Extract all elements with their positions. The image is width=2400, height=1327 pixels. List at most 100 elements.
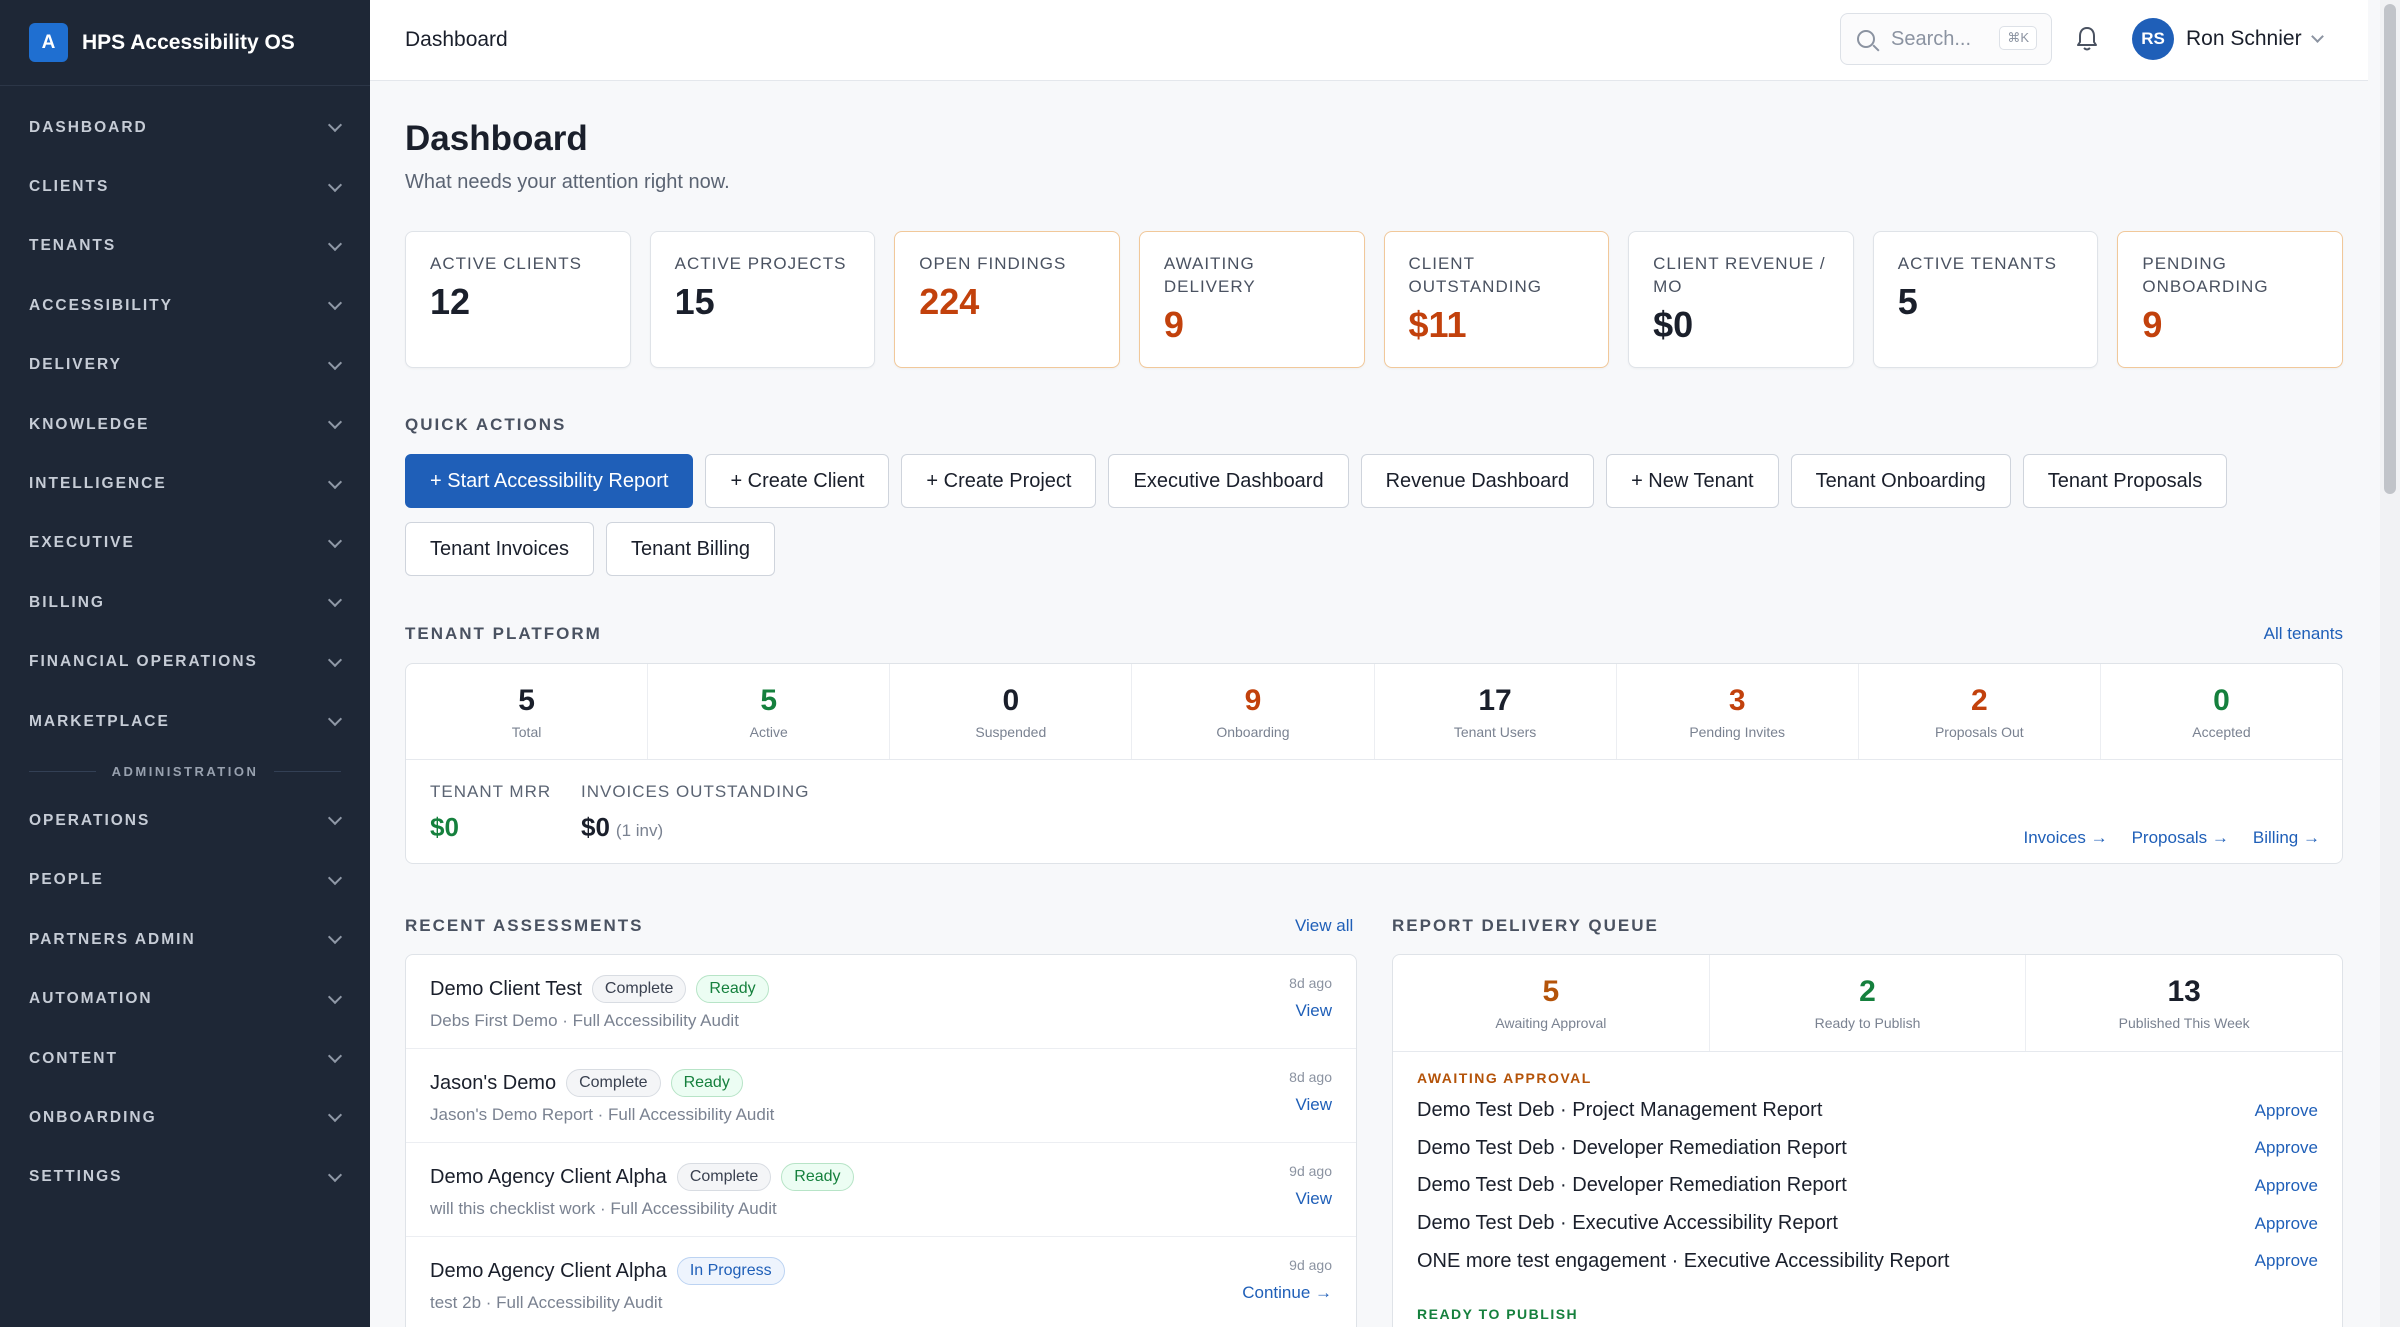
tenant-stat-proposals-out[interactable]: 2 Proposals Out [1859, 664, 2101, 759]
delivery-stats: 5 Awaiting Approval 2 Ready to Publish 13 P… [1393, 955, 2342, 1052]
sidebar-item-label: INTELLIGENCE [29, 475, 167, 493]
assessment-name: Demo Agency Client Alpha [430, 1165, 667, 1188]
stat-card-active-projects[interactable]: ACTIVE PROJECTS 15 [649, 231, 876, 368]
invoices-link[interactable]: Invoices → [2023, 828, 2108, 847]
tenant-stat-users[interactable]: 17 Tenant Users [1375, 664, 1617, 759]
scrollbar-thumb[interactable] [2384, 4, 2396, 494]
sidebar-item-financial-operations[interactable]: FINANCIAL OPERATIONS [0, 633, 370, 692]
sidebar-item-label: ONBOARDING [29, 1108, 157, 1126]
create-project-button[interactable]: + Create Project [901, 454, 1097, 508]
sidebar-item-people[interactable]: PEOPLE [0, 851, 370, 910]
sidebar-item-knowledge[interactable]: KNOWLEDGE [0, 395, 370, 454]
create-client-button[interactable]: + Create Client [705, 454, 890, 508]
chevron-down-icon[interactable] [2311, 30, 2324, 43]
tenant-invoices-button[interactable]: Tenant Invoices [405, 522, 594, 576]
chevron-down-icon [327, 1108, 343, 1123]
list-item[interactable]: Jason's Demo Complete Ready Jason's Demo R… [406, 1049, 1356, 1143]
tenant-stat-onboarding[interactable]: 9 Onboarding [1132, 664, 1375, 759]
sidebar-item-label: DELIVERY [29, 356, 122, 374]
proposals-link[interactable]: Proposals → [2131, 828, 2229, 847]
stat-card-active-clients[interactable]: ACTIVE CLIENTS 12 [405, 231, 631, 368]
search-input[interactable]: Search... ⌘K [1840, 13, 2052, 65]
stat-card-client-outstanding[interactable]: CLIENT OUTSTANDING $11 [1383, 231, 1610, 368]
approve-link[interactable]: Approve [2254, 1251, 2318, 1271]
list-item: Demo Test Deb · Developer Remediation Re… [1417, 1167, 2318, 1205]
delivery-stat-published[interactable]: 13 Published This Week [2026, 955, 2342, 1051]
tenant-billing-button[interactable]: Tenant Billing [605, 522, 775, 576]
sidebar-item-marketplace[interactable]: MARKETPLACE [0, 692, 370, 751]
sidebar-item-billing[interactable]: BILLING [0, 573, 370, 632]
bell-icon[interactable] [2076, 26, 2098, 52]
tenant-stat-pending-invites[interactable]: 3 Pending Invites [1617, 664, 1859, 759]
list-item[interactable]: Demo Client Test Complete Ready Debs First… [406, 955, 1356, 1049]
view-link[interactable]: View [1295, 1095, 1332, 1114]
stat-card-client-revenue[interactable]: CLIENT REVENUE / MO $0 [1628, 231, 1854, 368]
start-accessibility-report-button[interactable]: + Start Accessibility Report [405, 454, 694, 508]
sidebar-item-onboarding[interactable]: ONBOARDING [0, 1088, 370, 1147]
sidebar-item-partners-admin[interactable]: PARTNERS ADMIN [0, 910, 370, 969]
sidebar-item-automation[interactable]: AUTOMATION [0, 969, 370, 1028]
list-item[interactable]: Demo Agency Client Alpha In Progress test… [406, 1237, 1356, 1327]
stat-card-open-findings[interactable]: OPEN FINDINGS 224 [894, 231, 1120, 368]
revenue-dashboard-button[interactable]: Revenue Dashboard [1360, 454, 1595, 508]
brand-name: HPS Accessibility OS [82, 30, 295, 54]
stat-value: 15 [674, 281, 715, 322]
brand[interactable]: A HPS Accessibility OS [0, 0, 370, 86]
sidebar-item-delivery[interactable]: DELIVERY [0, 336, 370, 395]
new-tenant-button[interactable]: + New Tenant [1606, 454, 1779, 508]
continue-link[interactable]: Continue → [1242, 1283, 1332, 1302]
sidebar-item-settings[interactable]: SETTINGS [0, 1148, 370, 1207]
sidebar-item-tenants[interactable]: TENANTS [0, 217, 370, 276]
billing-link[interactable]: Billing → [2252, 828, 2320, 847]
tenant-platform-heading: TENANT PLATFORM [405, 624, 602, 643]
invoices-outstanding-value-row: $0 (1 inv) [581, 812, 809, 843]
sidebar-item-intelligence[interactable]: INTELLIGENCE [0, 454, 370, 513]
sidebar-item-operations[interactable]: OPERATIONS [0, 791, 370, 850]
recent-assessments-heading: RECENT ASSESSMENTS [405, 916, 644, 935]
recent-assessments-card: Demo Client Test Complete Ready Debs First… [405, 954, 1357, 1327]
tenant-platform-card: 5 Total 5 Active 0 Suspended 9 Onboarding 17… [405, 663, 2343, 864]
approve-link[interactable]: Approve [2254, 1138, 2318, 1158]
stat-card-pending-onboarding[interactable]: PENDING ONBOARDING 9 [2117, 231, 2343, 368]
tenant-stat-value: 5 [760, 684, 778, 717]
tenant-stat-suspended[interactable]: 0 Suspended [890, 664, 1133, 759]
invoices-outstanding-label: INVOICES OUTSTANDING [581, 782, 810, 801]
avatar[interactable]: RS [2132, 18, 2174, 60]
sidebar-item-clients[interactable]: CLIENTS [0, 157, 370, 216]
view-all-assessments-link[interactable]: View all [1295, 916, 1354, 935]
sidebar-item-executive[interactable]: EXECUTIVE [0, 514, 370, 573]
all-tenants-link[interactable]: All tenants [2263, 624, 2343, 643]
chevron-down-icon [327, 930, 343, 945]
stat-label: AWAITING DELIVERY [1163, 254, 1256, 296]
tenant-mrr: TENANT MRR $0 [430, 782, 551, 843]
tenant-stat-total[interactable]: 5 Total [406, 664, 649, 759]
stat-card-awaiting-delivery[interactable]: AWAITING DELIVERY 9 [1138, 231, 1365, 368]
view-link[interactable]: View [1295, 1001, 1332, 1020]
stat-cards: ACTIVE CLIENTS 12 ACTIVE PROJECTS 15 OPEN … [405, 231, 2343, 368]
delivery-stat-ready[interactable]: 2 Ready to Publish [1710, 955, 2027, 1051]
approve-link[interactable]: Approve [2254, 1175, 2318, 1195]
sidebar-item-accessibility[interactable]: ACCESSIBILITY [0, 276, 370, 335]
tenant-stat-accepted[interactable]: 0 Accepted [2101, 664, 2342, 759]
tenant-stat-active[interactable]: 5 Active [648, 664, 891, 759]
tenant-proposals-button[interactable]: Tenant Proposals [2022, 454, 2228, 508]
report-name: Demo Test Deb · Executive Accessibility … [1417, 1212, 1838, 1235]
stat-card-active-tenants[interactable]: ACTIVE TENANTS 5 [1872, 231, 2099, 368]
approve-link[interactable]: Approve [2254, 1213, 2318, 1233]
list-item[interactable]: Demo Agency Client Alpha Complete Ready wi… [406, 1143, 1356, 1237]
sidebar-item-dashboard[interactable]: DASHBOARD [0, 98, 370, 157]
sidebar-item-content[interactable]: CONTENT [0, 1029, 370, 1088]
assessment-timestamp: 9d ago [1289, 1257, 1332, 1273]
sidebar-item-label: CONTENT [29, 1049, 118, 1067]
tenant-onboarding-button[interactable]: Tenant Onboarding [1790, 454, 2011, 508]
delivery-stat-awaiting[interactable]: 5 Awaiting Approval [1393, 955, 1710, 1051]
chevron-down-icon [327, 593, 343, 608]
assessment-subtitle: will this checklist work · Full Accessib… [430, 1199, 777, 1218]
sidebar: A HPS Accessibility OS DASHBOARD CLIENTS… [0, 0, 370, 1327]
user-name[interactable]: Ron Schnier [2186, 27, 2302, 50]
view-link[interactable]: View [1295, 1189, 1332, 1208]
approve-link[interactable]: Approve [2254, 1100, 2318, 1120]
executive-dashboard-button[interactable]: Executive Dashboard [1108, 454, 1349, 508]
stat-value: $0 [1653, 304, 1694, 345]
brand-logo: A [29, 23, 68, 62]
